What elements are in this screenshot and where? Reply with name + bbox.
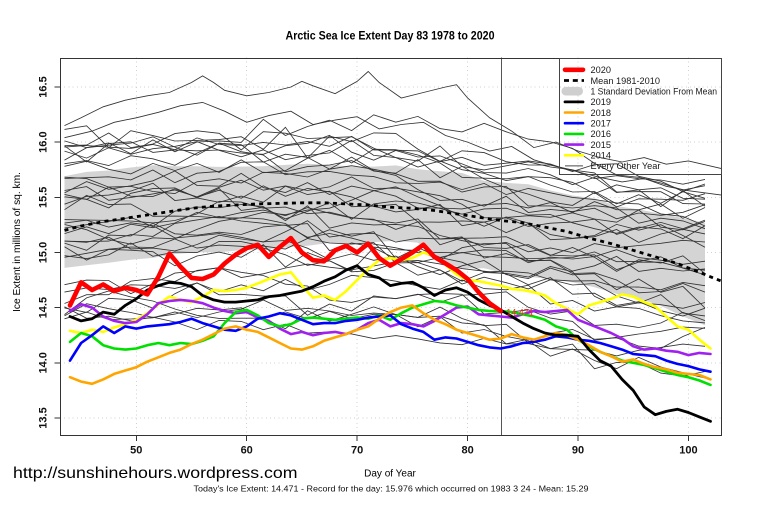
svg-text:Ice Extent in millions of sq.: Ice Extent in millions of sq. km. <box>12 172 23 312</box>
svg-text:2014: 2014 <box>591 151 611 161</box>
svg-text:http://sunshinehours.wordpress: http://sunshinehours.wordpress.com <box>13 465 298 482</box>
svg-text:90: 90 <box>572 445 584 457</box>
svg-text:100: 100 <box>679 445 697 457</box>
svg-text:14.5: 14.5 <box>38 297 50 318</box>
svg-text:15.5: 15.5 <box>38 187 50 208</box>
svg-text:14.0: 14.0 <box>38 352 50 373</box>
svg-text:Mean 1981-2010: Mean 1981-2010 <box>591 76 660 86</box>
svg-text:13.5: 13.5 <box>38 407 50 428</box>
svg-text:2016: 2016 <box>591 129 611 139</box>
svg-text:2020: 2020 <box>591 65 611 75</box>
svg-text:15.0: 15.0 <box>38 242 50 263</box>
svg-text:1 Standard Deviation From Mean: 1 Standard Deviation From Mean <box>591 87 718 97</box>
svg-text:70: 70 <box>351 445 363 457</box>
svg-text:2017: 2017 <box>591 119 611 129</box>
svg-text:Today's Ice Extent: 14.471 -: Today's Ice Extent: 14.471 - Record for … <box>194 484 589 494</box>
svg-text:80: 80 <box>461 445 473 457</box>
svg-text:Day of Year: Day of Year <box>364 469 416 480</box>
svg-text:50: 50 <box>130 445 142 457</box>
svg-text:Arctic Sea Ice Extent Day 83 1: Arctic Sea Ice Extent Day 83 1978 to 202… <box>286 31 495 43</box>
svg-text:16.5: 16.5 <box>38 76 50 97</box>
svg-text:2018: 2018 <box>591 108 611 118</box>
svg-text:2015: 2015 <box>591 140 611 150</box>
svg-text:16.0: 16.0 <box>38 131 50 152</box>
svg-text:Every Other Year: Every Other Year <box>591 161 661 171</box>
svg-text:2019: 2019 <box>591 97 611 107</box>
svg-text:60: 60 <box>241 445 253 457</box>
svg-text:14.471: 14.471 <box>506 308 534 318</box>
